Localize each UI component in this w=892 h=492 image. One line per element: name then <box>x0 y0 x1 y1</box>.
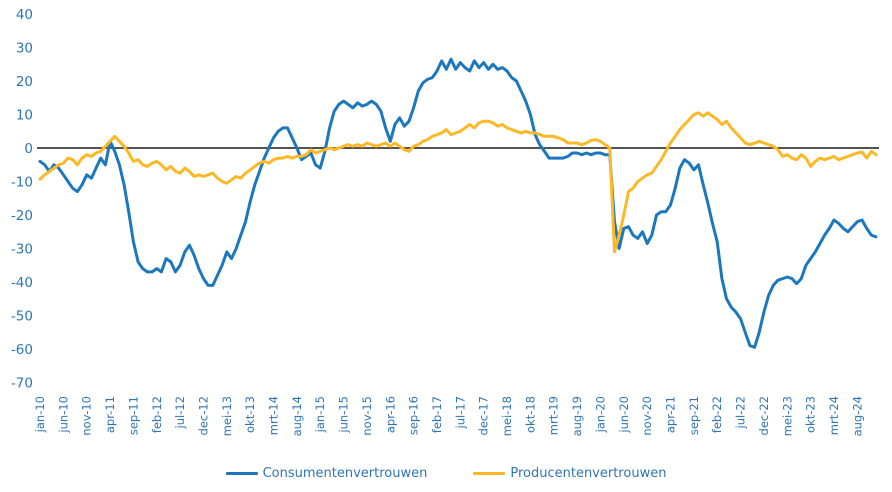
y-axis-tick-label: -10 <box>11 175 33 191</box>
producentenvertrouwen-line-swatch <box>473 472 506 475</box>
x-axis-tick-label: jan-10 <box>33 396 47 433</box>
x-axis-tick-label: okt-23 <box>804 396 818 433</box>
x-axis-tick-label: jul-17 <box>453 396 467 429</box>
y-axis-tick-label: 10 <box>16 108 33 124</box>
x-axis-tick-label: mei-13 <box>220 396 234 436</box>
x-axis-tick-label: jan-20 <box>593 396 607 433</box>
legend-label-consumentenvertrouwen: Consumentenvertrouwen <box>262 466 428 481</box>
x-axis-tick-label: nov-10 <box>80 396 94 436</box>
x-axis-tick-label: nov-15 <box>360 396 374 436</box>
chart-legend: Consumentenvertrouwen Producentenvertrou… <box>0 466 892 481</box>
x-axis-tick-label: jul-12 <box>173 396 187 429</box>
x-axis-tick-label: aug-14 <box>290 396 304 436</box>
x-axis-tick-label: apr-21 <box>664 396 678 433</box>
consumentenvertrouwen-line <box>38 57 878 349</box>
y-axis-tick-label: 30 <box>16 41 33 57</box>
y-axis-tick-label: -30 <box>11 242 33 258</box>
x-axis-tick-label: jun-20 <box>617 396 631 434</box>
x-axis-tick-label: feb-12 <box>150 396 164 433</box>
x-axis-tick-label: sep-11 <box>126 396 140 435</box>
x-axis-tick-label: feb-17 <box>430 396 444 433</box>
x-axis-tick-label: mrt-24 <box>827 396 841 435</box>
x-axis-tick-label: sep-16 <box>407 396 421 435</box>
y-axis-tick-label: 20 <box>16 74 33 90</box>
x-axis-tick-label: okt-18 <box>523 396 537 433</box>
consumentenvertrouwen-line-swatch <box>225 472 258 475</box>
y-axis-tick-label: -20 <box>11 208 33 224</box>
x-axis-tick-label: jun-10 <box>56 396 70 434</box>
y-axis-tick-label: -60 <box>11 342 33 358</box>
x-axis-tick-label: dec-12 <box>197 396 211 435</box>
x-axis-tick-label: jul-22 <box>734 396 748 429</box>
y-axis-tick-label: -40 <box>11 275 33 291</box>
x-axis-tick-label: dec-17 <box>477 396 491 435</box>
x-axis-tick-label: okt-13 <box>243 396 257 433</box>
legend-item-consumentenvertrouwen: Consumentenvertrouwen <box>225 466 428 481</box>
x-axis-tick-label: mei-18 <box>500 396 514 436</box>
y-axis-tick-label: 0 <box>24 141 33 157</box>
producentenvertrouwen-line <box>38 111 878 254</box>
y-axis-tick-label: -50 <box>11 309 33 325</box>
x-axis-tick-label: sep-21 <box>687 396 701 435</box>
x-axis-tick-label: jan-15 <box>313 396 327 433</box>
legend-item-producentenvertrouwen: Producentenvertrouwen <box>473 466 666 481</box>
x-axis-tick-label: apr-16 <box>383 396 397 433</box>
y-axis-tick-label: 40 <box>16 7 33 23</box>
x-axis-tick-label: jun-15 <box>337 396 351 434</box>
x-axis-tick-label: apr-11 <box>103 396 117 433</box>
legend-label-producentenvertrouwen: Producentenvertrouwen <box>510 466 667 481</box>
x-axis-tick-label: aug-24 <box>850 396 864 436</box>
x-axis-tick-label: dec-22 <box>757 396 771 435</box>
x-axis-tick-label: mei-23 <box>780 396 794 436</box>
y-axis-tick-label: -70 <box>11 376 33 392</box>
x-axis-tick-label: aug-19 <box>570 396 584 436</box>
x-axis-tick-label: feb-22 <box>710 396 724 433</box>
x-axis-tick-label: nov-20 <box>640 396 654 436</box>
x-axis-tick-label: mrt-14 <box>267 396 281 435</box>
x-axis-tick-label: mrt-19 <box>547 396 561 435</box>
